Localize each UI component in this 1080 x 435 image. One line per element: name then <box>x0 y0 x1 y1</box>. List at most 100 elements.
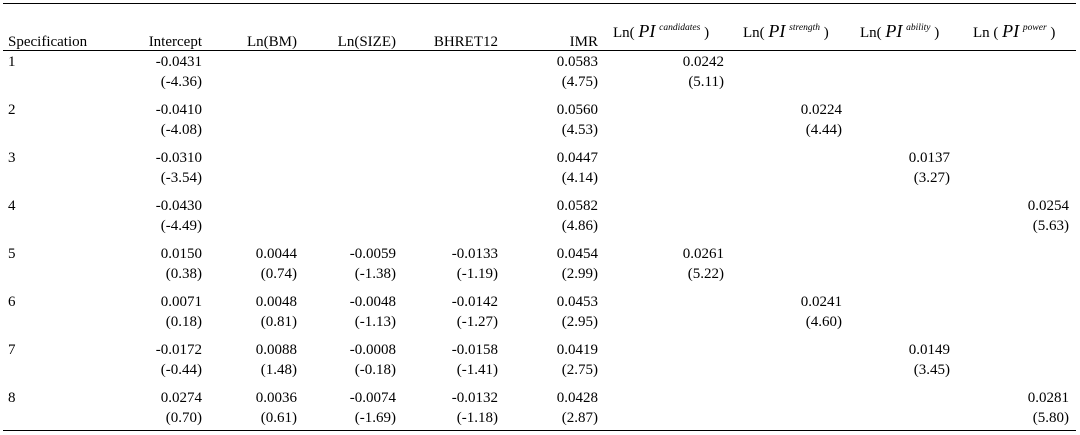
cell-ln-pi-candidates-tstat: (5.22) <box>687 266 724 282</box>
cell-imr-tstat: (4.86) <box>561 218 598 234</box>
cell-intercept-tstat: (-0.44) <box>160 362 202 378</box>
ln-open: Ln ( <box>973 25 999 41</box>
cell-intercept-tstat: (0.38) <box>165 266 202 282</box>
cell-bhret12-tstat: (-1.27) <box>456 314 498 330</box>
header-ln-pi-candidates: Ln( PI candidates ) <box>613 22 709 44</box>
cell-imr-coef: 0.0454 <box>556 246 598 262</box>
sup-strength: strength <box>789 23 820 33</box>
row-spec: 6 <box>8 294 16 310</box>
cell-imr-tstat: (2.99) <box>561 266 598 282</box>
ln-open: Ln( <box>743 25 765 41</box>
cell-intercept-tstat: (0.70) <box>165 410 202 426</box>
paren-close: ) <box>704 25 710 41</box>
cell-ln-pi-strength-coef: 0.0224 <box>800 102 842 118</box>
ln-open: Ln( <box>613 25 635 41</box>
cell-ln-size-coef: -0.0048 <box>349 294 396 310</box>
cell-intercept-coef: -0.0172 <box>155 342 202 358</box>
cell-intercept-tstat: (0.18) <box>165 314 202 330</box>
cell-intercept-tstat: (-3.54) <box>160 170 202 186</box>
cell-ln-pi-power-tstat: (5.80) <box>1032 410 1069 426</box>
row-spec: 4 <box>8 198 16 214</box>
cell-ln-size-tstat: (-1.13) <box>354 314 396 330</box>
cell-ln-pi-candidates-coef: 0.0261 <box>682 246 724 262</box>
cell-intercept-coef: 0.0274 <box>160 390 202 406</box>
bottom-rule <box>3 430 1076 432</box>
cell-ln-size-tstat: (-1.69) <box>354 410 396 426</box>
header-ln-bm: Ln(BM) <box>247 34 297 50</box>
cell-ln-size-tstat: (-1.38) <box>354 266 396 282</box>
cell-ln-bm-coef: 0.0048 <box>255 294 297 310</box>
cell-ln-size-coef: -0.0074 <box>349 390 396 406</box>
cell-intercept-coef: -0.0430 <box>155 198 202 214</box>
header-imr: IMR <box>569 34 598 50</box>
cell-ln-pi-ability-tstat: (3.27) <box>913 170 950 186</box>
row-spec: 3 <box>8 150 16 166</box>
row-spec: 2 <box>8 102 16 118</box>
cell-ln-bm-tstat: (1.48) <box>260 362 297 378</box>
cell-imr-coef: 0.0560 <box>556 102 598 118</box>
row-spec: 7 <box>8 342 16 358</box>
cell-imr-coef: 0.0583 <box>556 54 598 70</box>
cell-ln-pi-strength-tstat: (4.60) <box>805 314 842 330</box>
cell-ln-pi-power-coef: 0.0254 <box>1027 198 1069 214</box>
row-spec: 5 <box>8 246 16 262</box>
cell-intercept-coef: 0.0071 <box>160 294 202 310</box>
cell-bhret12-coef: -0.0133 <box>451 246 498 262</box>
cell-ln-pi-candidates-coef: 0.0242 <box>682 54 724 70</box>
header-ln-pi-power: Ln ( PI power ) <box>973 22 1055 44</box>
cell-imr-coef: 0.0428 <box>556 390 598 406</box>
header-ln-pi-strength: Ln( PI strength ) <box>743 22 829 44</box>
cell-ln-pi-candidates-tstat: (5.11) <box>688 74 724 90</box>
cell-intercept-coef: -0.0410 <box>155 102 202 118</box>
cell-intercept-coef: -0.0310 <box>155 150 202 166</box>
cell-ln-size-tstat: (-0.18) <box>354 362 396 378</box>
cell-ln-bm-coef: 0.0044 <box>255 246 297 262</box>
cell-bhret12-coef: -0.0132 <box>451 390 498 406</box>
cell-bhret12-coef: -0.0142 <box>451 294 498 310</box>
cell-bhret12-coef: -0.0158 <box>451 342 498 358</box>
cell-imr-tstat: (4.53) <box>561 122 598 138</box>
cell-intercept-tstat: (-4.08) <box>160 122 202 138</box>
row-spec: 8 <box>8 390 16 406</box>
cell-imr-coef: 0.0582 <box>556 198 598 214</box>
cell-imr-tstat: (4.75) <box>561 74 598 90</box>
header-bhret12: BHRET12 <box>433 34 498 50</box>
paren-close: ) <box>1050 25 1056 41</box>
sup-ability: ability <box>906 23 931 33</box>
cell-bhret12-tstat: (-1.41) <box>456 362 498 378</box>
cell-intercept-coef: 0.0150 <box>160 246 202 262</box>
cell-ln-pi-power-tstat: (5.63) <box>1032 218 1069 234</box>
cell-intercept-coef: -0.0431 <box>155 54 202 70</box>
cell-ln-pi-power-coef: 0.0281 <box>1027 390 1069 406</box>
cell-intercept-tstat: (-4.49) <box>160 218 202 234</box>
cell-ln-bm-tstat: (0.61) <box>260 410 297 426</box>
top-rule <box>3 3 1076 5</box>
cell-ln-size-coef: -0.0008 <box>349 342 396 358</box>
cell-intercept-tstat: (-4.36) <box>160 74 202 90</box>
cell-imr-coef: 0.0453 <box>556 294 598 310</box>
pi-symbol: PI <box>768 21 786 41</box>
cell-ln-pi-strength-coef: 0.0241 <box>800 294 842 310</box>
cell-bhret12-tstat: (-1.19) <box>456 266 498 282</box>
cell-imr-coef: 0.0419 <box>556 342 598 358</box>
pi-symbol: PI <box>1002 21 1020 41</box>
cell-ln-pi-ability-coef: 0.0137 <box>908 150 950 166</box>
header-ln-pi-ability: Ln( PI ability ) <box>860 22 939 44</box>
cell-ln-pi-ability-coef: 0.0149 <box>908 342 950 358</box>
cell-ln-pi-ability-tstat: (3.45) <box>913 362 950 378</box>
pi-symbol: PI <box>885 21 903 41</box>
row-spec: 1 <box>8 54 16 70</box>
paren-close: ) <box>823 25 829 41</box>
cell-ln-size-coef: -0.0059 <box>349 246 396 262</box>
pi-symbol: PI <box>638 21 656 41</box>
cell-ln-bm-tstat: (0.74) <box>260 266 297 282</box>
header-ln-size: Ln(SIZE) <box>337 34 396 50</box>
header-rule <box>3 50 1076 51</box>
cell-imr-tstat: (2.75) <box>561 362 598 378</box>
paren-close: ) <box>934 25 940 41</box>
cell-imr-coef: 0.0447 <box>556 150 598 166</box>
cell-imr-tstat: (4.14) <box>561 170 598 186</box>
cell-ln-bm-tstat: (0.81) <box>260 314 297 330</box>
cell-ln-bm-coef: 0.0036 <box>255 390 297 406</box>
